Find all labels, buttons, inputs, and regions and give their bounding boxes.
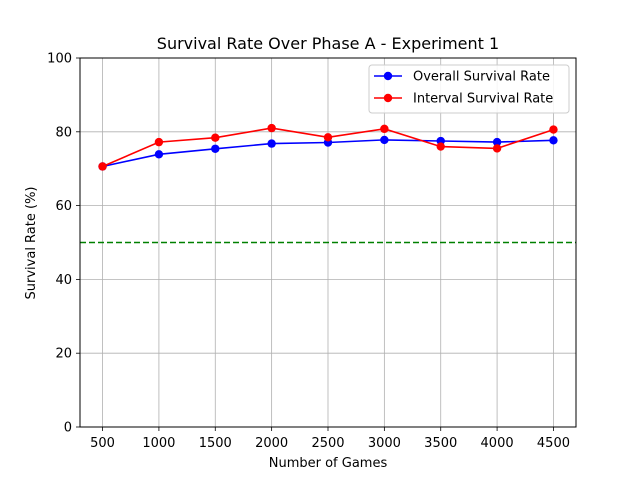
legend-label-interval-survival-rate: Interval Survival Rate [413,92,553,107]
x-tick-label: 3000 [368,436,401,451]
legend-swatch-marker [383,93,393,103]
series-layer [98,123,558,171]
y-tick-label: 80 [55,125,72,140]
interval-survival-rate-point [380,124,389,134]
overall-survival-rate-point [154,150,164,159]
interval-survival-rate-point [549,125,558,134]
y-tick-label: 20 [55,347,72,362]
overall-survival-rate-point [267,139,276,148]
x-axis-label: Number of Games [269,456,388,471]
overall-survival-rate-point [549,136,558,145]
legend-label-overall-survival-rate: Overall Survival Rate [413,70,550,85]
interval-survival-rate-point [98,162,107,171]
interval-survival-rate-point [154,137,164,147]
x-axis-ticks: 500 1000 1500 2000 2500 3000 3500 4000 4500 [90,427,570,451]
interval-survival-rate-point [436,142,445,151]
y-axis-label: Survival Rate (%) [24,187,39,300]
interval-survival-rate-point [267,123,276,133]
x-tick-label: 3500 [424,436,457,451]
x-tick-label: 4000 [481,436,514,451]
x-tick-label: 2500 [311,436,344,451]
overall-survival-rate-point [211,144,220,153]
x-tick-label: 500 [90,436,115,451]
legend-swatch-marker [383,71,393,81]
chart-title: Survival Rate Over Phase A - Experiment … [157,34,499,53]
interval-survival-rate-point [323,133,333,142]
y-axis-ticks: 0 20 40 60 80 100 [47,52,80,436]
overall-survival-rate-point [492,137,502,147]
overall-survival-rate-point [380,135,389,145]
y-tick-label: 0 [64,421,72,436]
y-tick-label: 100 [47,52,72,67]
x-tick-label: 1000 [142,436,175,451]
x-tick-label: 1500 [199,436,232,451]
legend-box [368,64,570,114]
interval-survival-rate-point [211,133,220,142]
legend: Overall Survival Rate Interval Survival R… [368,64,570,114]
y-tick-label: 60 [55,199,72,214]
x-tick-label: 4500 [537,436,570,451]
interval-survival-rate-point [492,144,502,153]
x-tick-label: 2000 [255,436,288,451]
y-tick-label: 40 [55,273,72,288]
